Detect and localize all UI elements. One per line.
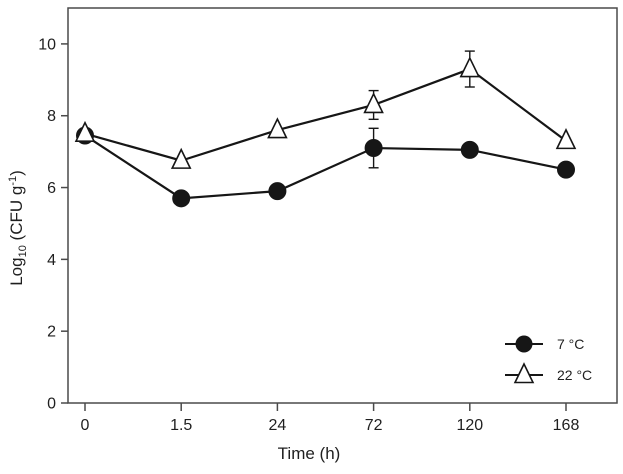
data-point-circle xyxy=(557,160,575,179)
data-point-triangle xyxy=(74,120,96,142)
data-point-triangle xyxy=(459,56,481,78)
y-tick-label: 6 xyxy=(47,180,56,197)
x-tick-label: 24 xyxy=(269,417,287,434)
data-point-triangle xyxy=(170,147,192,169)
series-line xyxy=(84,67,567,162)
legend-marker-triangle xyxy=(513,362,535,384)
y-tick-label: 2 xyxy=(47,324,56,341)
data-point-circle xyxy=(172,189,191,208)
data-point-triangle xyxy=(555,128,577,150)
legend-label: 7 °C xyxy=(557,336,584,352)
legend-marker-circle xyxy=(515,335,533,353)
data-point-circle xyxy=(364,139,383,158)
x-tick-label: 72 xyxy=(365,417,383,434)
y-tick-label: 4 xyxy=(47,252,56,269)
data-point-triangle xyxy=(267,117,288,139)
plot-border xyxy=(67,7,618,404)
x-axis-label: Time (h) xyxy=(278,444,341,463)
x-tick-label: 1.5 xyxy=(170,417,192,434)
legend-label: 22 °C xyxy=(557,367,592,383)
x-tick-label: 120 xyxy=(456,417,483,434)
series-line xyxy=(84,134,567,200)
data-point-circle xyxy=(268,182,287,201)
y-tick-label: 10 xyxy=(38,36,56,53)
y-axis-label: Log10 (CFU g-1) xyxy=(7,170,29,286)
data-point-circle xyxy=(460,140,479,159)
data-point-triangle xyxy=(363,92,384,114)
y-tick-label: 0 xyxy=(47,396,56,413)
y-tick-label: 8 xyxy=(47,108,56,125)
x-tick-label: 0 xyxy=(81,417,90,434)
x-tick-label: 168 xyxy=(553,417,580,434)
